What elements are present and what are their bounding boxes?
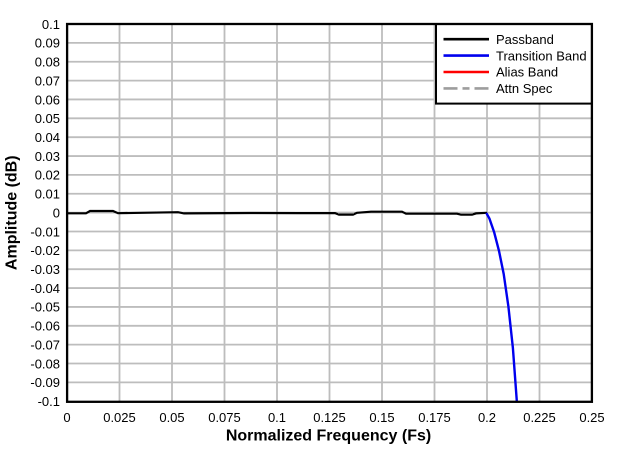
svg-text:0.1: 0.1: [42, 17, 60, 32]
svg-text:-0.02: -0.02: [30, 243, 60, 258]
svg-text:0.175: 0.175: [418, 410, 451, 425]
svg-text:-0.09: -0.09: [30, 375, 60, 390]
svg-text:0.07: 0.07: [35, 73, 60, 88]
svg-text:Attn Spec: Attn Spec: [496, 81, 553, 96]
svg-text:-0.04: -0.04: [30, 281, 60, 296]
svg-text:0.06: 0.06: [35, 92, 60, 107]
svg-text:0.02: 0.02: [35, 168, 60, 183]
svg-text:-0.05: -0.05: [30, 300, 60, 315]
svg-text:0.075: 0.075: [208, 410, 241, 425]
svg-text:0: 0: [53, 205, 60, 220]
svg-text:0.08: 0.08: [35, 55, 60, 70]
svg-text:-0.08: -0.08: [30, 356, 60, 371]
svg-text:0.2: 0.2: [478, 410, 496, 425]
svg-text:Amplitude (dB): Amplitude (dB): [4, 155, 21, 270]
svg-text:-0.06: -0.06: [30, 319, 60, 334]
svg-text:-0.07: -0.07: [30, 337, 60, 352]
svg-text:0.225: 0.225: [523, 410, 556, 425]
svg-text:0.1: 0.1: [268, 410, 286, 425]
svg-text:-0.03: -0.03: [30, 262, 60, 277]
svg-text:Transition Band: Transition Band: [496, 48, 587, 63]
svg-text:0.01: 0.01: [35, 187, 60, 202]
svg-text:0.025: 0.025: [103, 410, 136, 425]
svg-text:0.25: 0.25: [579, 410, 604, 425]
svg-text:0: 0: [63, 410, 70, 425]
svg-text:0.15: 0.15: [369, 410, 394, 425]
svg-text:0.03: 0.03: [35, 149, 60, 164]
svg-text:Normalized Frequency (Fs): Normalized Frequency (Fs): [226, 428, 431, 445]
svg-text:0.05: 0.05: [35, 111, 60, 126]
svg-text:0.09: 0.09: [35, 36, 60, 51]
svg-text:-0.1: -0.1: [38, 394, 60, 409]
svg-text:0.04: 0.04: [35, 130, 60, 145]
svg-text:0.05: 0.05: [159, 410, 184, 425]
svg-text:Alias Band: Alias Band: [496, 65, 558, 80]
svg-text:Passband: Passband: [496, 32, 554, 47]
svg-text:0.125: 0.125: [313, 410, 346, 425]
svg-text:-0.01: -0.01: [30, 224, 60, 239]
